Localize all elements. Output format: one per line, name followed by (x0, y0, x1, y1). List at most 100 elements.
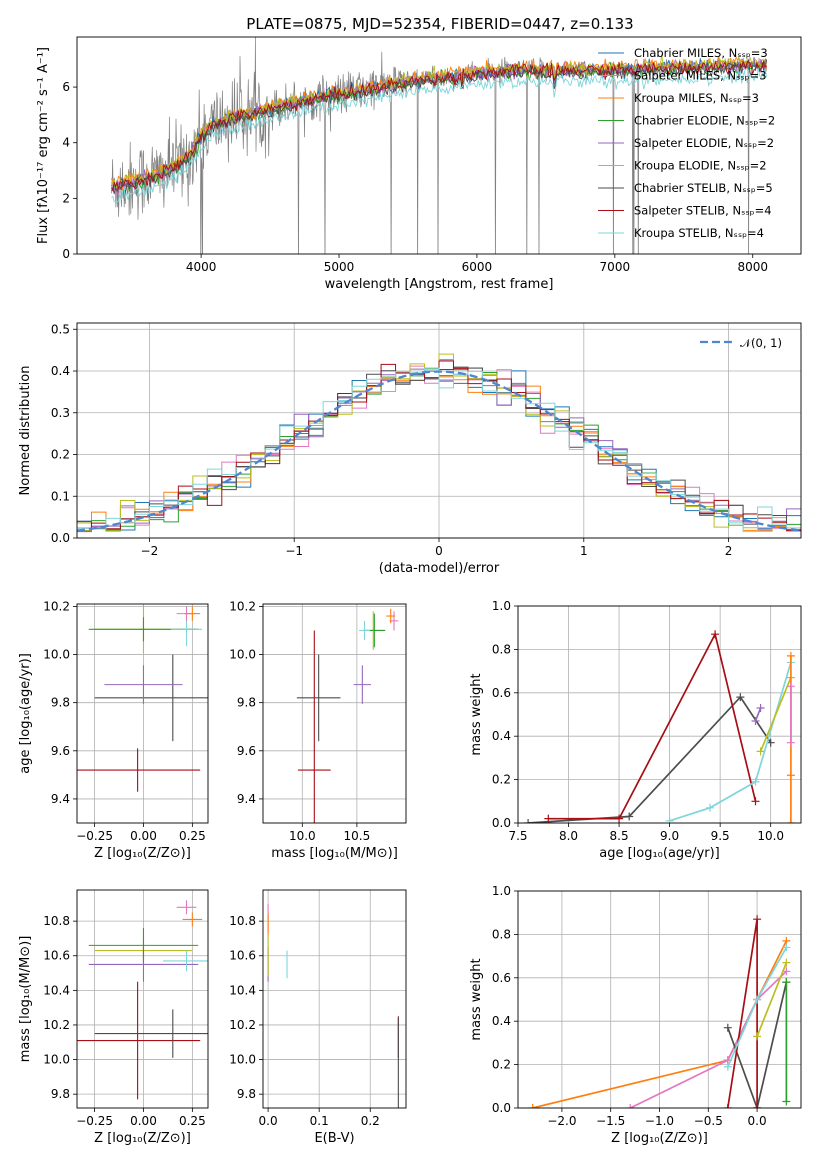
panel-age_vs_Z: −0.25 0.00 0.25 9.4 9.6 9.8 10.0 10.2 Z [log₁₀(Z… (18, 599, 209, 861)
mass-weight-point (782, 958, 791, 967)
model-spectrum-line-7 (111, 60, 767, 192)
mass-weight-point (782, 978, 791, 987)
mass-weight-point (751, 777, 760, 786)
mass-weight-point (665, 816, 674, 823)
x-tick-label: −0.25 (76, 829, 113, 843)
mass-weight-point (786, 819, 795, 823)
legend-entry: Salpeter STELIB, Nₛₛₚ=4 (634, 204, 772, 218)
y-tick-label: 0.8 (492, 642, 511, 656)
y-tick-label: 2 (62, 191, 70, 205)
y-tick-label: 10.8 (229, 914, 256, 928)
mass-weight-line-3 (726, 919, 758, 1108)
x-tick-label: 0.00 (130, 829, 157, 843)
mass-weight-point (786, 771, 795, 780)
y-tick-label: 0.0 (492, 816, 511, 830)
y-axis-label: Flux [fλ10⁻¹⁷ erg cm⁻² s⁻¹ A⁻¹] (36, 47, 51, 244)
axes-frame (517, 605, 802, 824)
mass-weight-point (524, 819, 533, 823)
mass-weight-point (625, 812, 634, 821)
mass-weight-point (756, 703, 765, 712)
mass-weight-point (736, 693, 745, 702)
x-tick-label: 4000 (186, 260, 217, 274)
mass-weight-line-4 (759, 677, 792, 752)
mass-weight-point (782, 943, 791, 952)
axes-frame (76, 322, 802, 539)
x-tick-label: 9.0 (660, 829, 679, 843)
mass-weight-point (723, 1062, 732, 1071)
panel-spectrum: 4000 5000 6000 7000 8000 0 2 4 6 wavelength [Angs… (36, 36, 802, 292)
mass-weight-point (782, 1097, 791, 1106)
y-tick-label: 10.4 (43, 983, 70, 997)
x-tick-label: 0.00 (130, 1114, 157, 1128)
x-tick-label: −1 (285, 544, 303, 558)
mass-weight-point (753, 1032, 762, 1041)
legend-entry: Chabrier MILES, Nₛₛₚ=3 (634, 46, 768, 60)
legend-entry: 𝒩(0, 1) (740, 336, 782, 350)
y-tick-label: 10.8 (43, 914, 70, 928)
x-tick-label: 0.25 (179, 1114, 206, 1128)
y-tick-label: 10.2 (229, 599, 256, 613)
mass-weight-point (753, 995, 762, 1004)
y-tick-label: 0.2 (492, 773, 511, 787)
y-tick-label: 10.2 (43, 599, 70, 613)
mass-weight-point (723, 1104, 732, 1108)
mass-weight-line-5 (756, 962, 788, 1037)
x-tick-label: −2.0 (547, 1114, 576, 1128)
axes-frame (262, 603, 407, 824)
y-tick-label: 9.8 (51, 696, 70, 710)
x-tick-label: 0.0 (748, 1114, 767, 1128)
legend-entry: Kroupa STELIB, Nₛₛₚ=4 (634, 226, 764, 240)
figure-title: PLATE=0875, MJD=52354, FIBERID=0447, z=0… (246, 15, 633, 33)
gaussian-reference-line (77, 370, 801, 532)
y-tick-label: 0.4 (492, 1014, 511, 1028)
mass-weight-point (751, 797, 760, 806)
mass-weight-point (626, 1104, 635, 1108)
panel-age_vs_mass: 10.0 10.5 9.4 9.6 9.8 10.0 10.2 mass [log₁₀(M/M… (229, 599, 407, 861)
legend-entry: Chabrier STELIB, Nₛₛₚ=5 (634, 181, 773, 195)
y-tick-label: 0.1 (51, 489, 70, 503)
mass-weight-point (786, 738, 795, 747)
mass-weight-line-1 (548, 631, 757, 820)
y-tick-label: 9.8 (237, 696, 256, 710)
y-tick-label: 1.0 (492, 599, 511, 613)
y-tick-label: 0.0 (51, 531, 70, 545)
mass-weight-point (753, 915, 762, 924)
mass-weight-point (756, 747, 765, 756)
y-tick-label: 9.6 (51, 744, 70, 758)
x-tick-label: 8.5 (610, 829, 629, 843)
panel-massweight_vs_age: 7.5 8.0 8.5 9.0 9.5 10.0 0.0 0.2 0.4 0.6 0.8 1.0 age… (469, 599, 802, 861)
y-tick-label: 0.6 (492, 971, 511, 985)
y-tick-label: 0.6 (492, 686, 511, 700)
y-tick-label: 10.2 (43, 1018, 70, 1032)
x-tick-label: 0.0 (259, 1114, 278, 1128)
y-tick-label: 10.0 (43, 648, 70, 662)
panel-mass_vs_Z: −0.25 0.00 0.25 9.8 10.0 10.2 10.4 10.6 10.8 Z [l… (18, 889, 209, 1146)
y-tick-label: 0 (62, 247, 70, 261)
x-axis-label: mass [log₁₀(M/M⊙)] (271, 846, 398, 861)
x-tick-label: 1 (580, 544, 588, 558)
x-tick-label: 5000 (324, 260, 355, 274)
y-tick-label: 9.8 (237, 1087, 256, 1101)
x-tick-label: 10.0 (289, 829, 316, 843)
y-axis-label: Normed distribution (18, 366, 33, 496)
mass-weight-point (723, 1023, 732, 1032)
y-tick-label: 0.0 (492, 1101, 511, 1115)
x-tick-label: 10.5 (344, 829, 371, 843)
y-tick-label: 0.2 (51, 448, 70, 462)
y-tick-label: 9.4 (51, 792, 70, 806)
model-spectrum-line-8 (111, 66, 767, 204)
x-axis-label: wavelength [Angstrom, rest frame] (325, 277, 554, 292)
axes-frame (76, 889, 209, 1109)
mass-weight-point (706, 803, 715, 812)
x-axis-label: Z [log₁₀(Z/Z⊙)] (611, 1131, 708, 1146)
x-tick-label: 7000 (600, 260, 631, 274)
legend-entry: Kroupa MILES, Nₛₛₚ=3 (634, 91, 759, 105)
axes-frame (76, 36, 802, 255)
panel-mass_vs_ebv: 0.0 0.1 0.2 9.8 10.0 10.2 10.4 10.6 10.8 E(B-V) (229, 889, 407, 1146)
x-tick-label: −1.5 (596, 1114, 625, 1128)
y-axis-label: mass [log₁₀(M/M⊙)] (18, 936, 33, 1063)
mass-weight-point (751, 717, 760, 726)
y-tick-label: 0.4 (51, 364, 70, 378)
